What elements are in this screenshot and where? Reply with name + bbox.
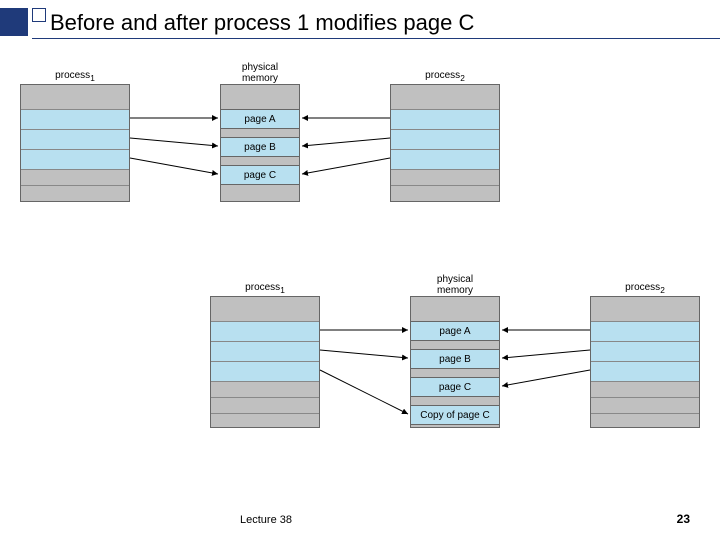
accent-bar [0,8,28,36]
arrow [130,158,218,174]
footer-page: 23 [677,512,690,526]
arrow [302,138,390,146]
arrow [502,350,590,358]
arrow [302,158,390,174]
slide-title: Before and after process 1 modifies page… [50,10,474,36]
arrow [130,138,218,146]
arrow [320,350,408,358]
arrow-layer [210,282,720,482]
arrow-layer [20,70,540,270]
footer-lecture: Lecture 38 [240,514,292,526]
title-underline [32,38,720,39]
accent-square [32,8,46,22]
arrow [320,370,408,414]
arrow [502,370,590,386]
